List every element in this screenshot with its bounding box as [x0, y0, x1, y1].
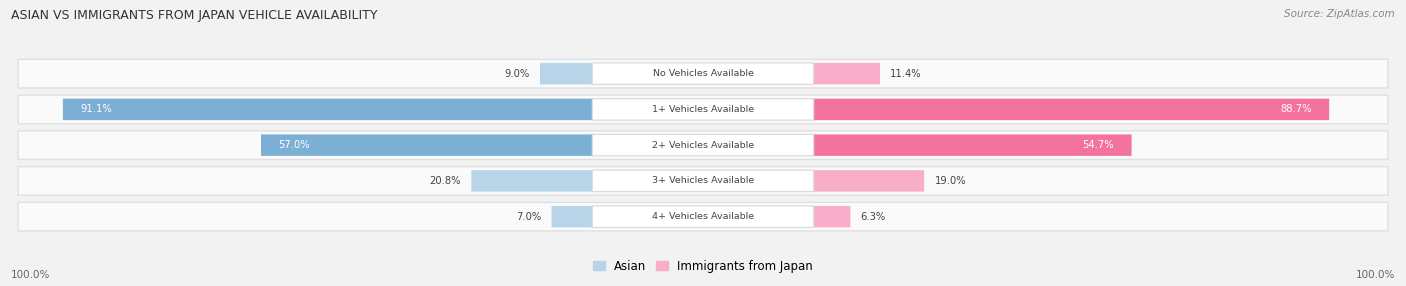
Text: 11.4%: 11.4% — [890, 69, 922, 79]
FancyBboxPatch shape — [814, 134, 1132, 156]
FancyBboxPatch shape — [592, 206, 814, 227]
FancyBboxPatch shape — [592, 134, 814, 156]
Text: 57.0%: 57.0% — [278, 140, 311, 150]
FancyBboxPatch shape — [592, 99, 814, 120]
Text: 1+ Vehicles Available: 1+ Vehicles Available — [652, 105, 754, 114]
Text: ASIAN VS IMMIGRANTS FROM JAPAN VEHICLE AVAILABILITY: ASIAN VS IMMIGRANTS FROM JAPAN VEHICLE A… — [11, 9, 378, 21]
FancyBboxPatch shape — [592, 63, 814, 84]
FancyBboxPatch shape — [551, 206, 592, 227]
FancyBboxPatch shape — [18, 166, 1388, 195]
Text: 4+ Vehicles Available: 4+ Vehicles Available — [652, 212, 754, 221]
FancyBboxPatch shape — [540, 63, 592, 84]
Text: 91.1%: 91.1% — [80, 104, 112, 114]
FancyBboxPatch shape — [814, 170, 924, 192]
FancyBboxPatch shape — [592, 170, 814, 192]
Text: Source: ZipAtlas.com: Source: ZipAtlas.com — [1284, 9, 1395, 19]
Text: 3+ Vehicles Available: 3+ Vehicles Available — [652, 176, 754, 185]
FancyBboxPatch shape — [814, 63, 880, 84]
Text: 88.7%: 88.7% — [1281, 104, 1312, 114]
Text: No Vehicles Available: No Vehicles Available — [652, 69, 754, 78]
FancyBboxPatch shape — [63, 99, 592, 120]
FancyBboxPatch shape — [18, 59, 1388, 88]
Text: 54.7%: 54.7% — [1083, 140, 1114, 150]
FancyBboxPatch shape — [18, 95, 1388, 124]
Text: 19.0%: 19.0% — [935, 176, 966, 186]
Text: 9.0%: 9.0% — [505, 69, 530, 79]
Text: 6.3%: 6.3% — [860, 212, 886, 222]
FancyBboxPatch shape — [18, 131, 1388, 160]
FancyBboxPatch shape — [262, 134, 592, 156]
FancyBboxPatch shape — [18, 202, 1388, 231]
Text: 20.8%: 20.8% — [430, 176, 461, 186]
Text: 100.0%: 100.0% — [1355, 270, 1395, 280]
Text: 2+ Vehicles Available: 2+ Vehicles Available — [652, 141, 754, 150]
Text: 7.0%: 7.0% — [516, 212, 541, 222]
FancyBboxPatch shape — [814, 206, 851, 227]
Text: 100.0%: 100.0% — [11, 270, 51, 280]
FancyBboxPatch shape — [471, 170, 592, 192]
Legend: Asian, Immigrants from Japan: Asian, Immigrants from Japan — [593, 260, 813, 273]
FancyBboxPatch shape — [814, 99, 1329, 120]
